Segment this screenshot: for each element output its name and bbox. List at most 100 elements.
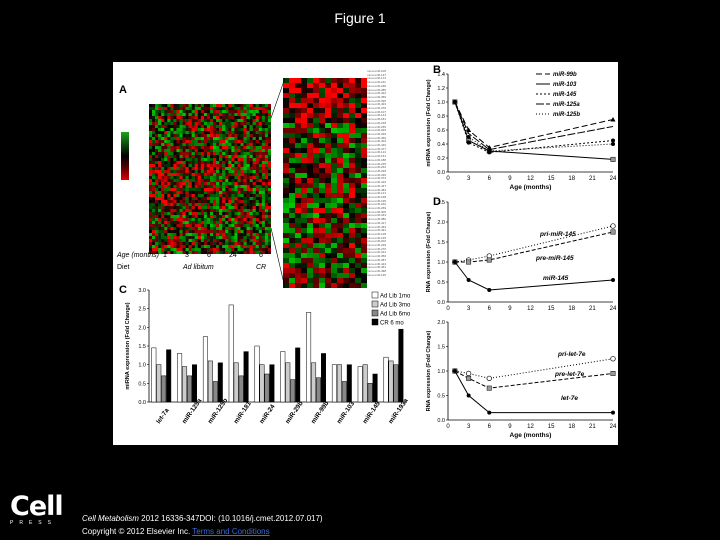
heatmap-cell [231, 116, 235, 120]
heatmap-cell [197, 236, 202, 240]
heatmap-cell [258, 110, 263, 114]
heatmap-cell [197, 251, 202, 254]
heatmap-cell [331, 228, 338, 234]
heatmap-cell [246, 116, 250, 120]
heatmap-cell [237, 224, 241, 228]
gene-label: mmu-miR-262 [367, 165, 387, 170]
gene-label: mmu-miR-144 [367, 113, 387, 118]
heatmap-cell [234, 155, 238, 159]
heatmap-cell [170, 116, 174, 120]
heatmap-cell [188, 182, 192, 186]
y-tick-label: 0.5 [437, 280, 445, 286]
heatmap-cell [337, 83, 344, 89]
heatmap-cell [203, 194, 208, 198]
heatmap-cell [158, 173, 162, 177]
heatmap-cell [331, 183, 338, 189]
heatmap-cell [155, 212, 159, 216]
heatmap-cell [203, 161, 208, 165]
heatmap-cell [355, 183, 362, 189]
heatmap-cell [158, 137, 162, 141]
heatmap-cell [152, 185, 156, 189]
heatmap-cell [355, 193, 362, 199]
heatmap-cell [203, 140, 208, 144]
heatmap-cell [155, 248, 159, 252]
heatmap-cell [191, 107, 195, 111]
heatmap-cell [155, 122, 159, 126]
heatmap-cell [222, 224, 226, 228]
heatmap-cell [158, 113, 162, 117]
heatmap-cell [234, 113, 238, 117]
heatmap-cell [319, 93, 326, 99]
heatmap-cell [307, 268, 314, 274]
heatmap-cell [343, 193, 350, 199]
x-tick-label: 6 [488, 176, 492, 182]
heatmap-cell [225, 251, 229, 254]
legend-swatch [371, 291, 379, 299]
x-tick-label: 18 [568, 424, 575, 430]
heatmap-cell [203, 239, 208, 243]
heatmap-cell [246, 200, 250, 204]
heatmap-cell [225, 170, 229, 174]
heatmap-cell [240, 158, 244, 162]
heatmap-cell [182, 248, 186, 252]
heatmap-cell [219, 146, 223, 150]
heatmap-cell [289, 193, 296, 199]
heatmap-cell [185, 218, 189, 222]
heatmap-cell [173, 143, 177, 147]
heatmap-cell [164, 143, 168, 147]
heatmap-cell [264, 188, 269, 192]
heatmap-cell [161, 173, 165, 177]
heatmap-cell [182, 212, 186, 216]
heatmap-cell [249, 203, 253, 207]
heatmap-cell [164, 164, 168, 168]
heatmap-cell [261, 182, 266, 186]
heatmap-cell [319, 263, 326, 269]
heatmap-cell [155, 221, 159, 225]
heatmap-cell [161, 197, 165, 201]
heatmap-cell [258, 191, 263, 195]
heatmap-cell [237, 107, 241, 111]
heatmap-cell [188, 206, 192, 210]
heatmap-cell [200, 122, 205, 126]
heatmap-cell [258, 215, 263, 219]
terms-link[interactable]: Terms and Conditions [192, 527, 270, 536]
heatmap-cell [225, 188, 229, 192]
heatmap-cell [164, 119, 168, 123]
heatmap-cell [149, 116, 153, 120]
heatmap-cell [176, 230, 180, 234]
heatmap-cell [249, 104, 253, 108]
heatmap-cell [228, 185, 232, 189]
heatmap-cell [252, 125, 256, 129]
heatmap-cell [301, 198, 308, 204]
heatmap-cell [179, 173, 183, 177]
heatmap-cell [149, 185, 153, 189]
heatmap-cell [243, 236, 247, 240]
heatmap-cell [361, 278, 367, 284]
heatmap-cell [200, 221, 205, 225]
heatmap-cell [213, 104, 217, 108]
data-point [466, 393, 471, 398]
heatmap-cell [267, 248, 271, 252]
heatmap-cell [200, 113, 205, 117]
heatmap-cell [246, 113, 250, 117]
bar [295, 347, 301, 403]
heatmap-color-scale [121, 132, 129, 180]
heatmap-cell [325, 118, 332, 124]
heatmap-cell [246, 161, 250, 165]
heatmap-cell [307, 248, 314, 254]
heatmap-cell [295, 228, 302, 234]
heatmap-cell [331, 88, 338, 94]
heatmap-cell [179, 197, 183, 201]
age-axis-values: 1 3 6 24 6 [163, 252, 283, 262]
heatmap-cell [237, 206, 241, 210]
heatmap-cell [331, 263, 338, 269]
heatmap-cell [210, 188, 214, 192]
heatmap-cell [219, 179, 223, 183]
heatmap-cell [361, 178, 367, 184]
x-tick-label: 9 [508, 306, 512, 312]
heatmap-cell [170, 218, 174, 222]
heatmap-cell [313, 168, 320, 174]
heatmap-cell [173, 125, 177, 129]
heatmap-cell [185, 119, 189, 123]
heatmap-cell [331, 103, 338, 109]
